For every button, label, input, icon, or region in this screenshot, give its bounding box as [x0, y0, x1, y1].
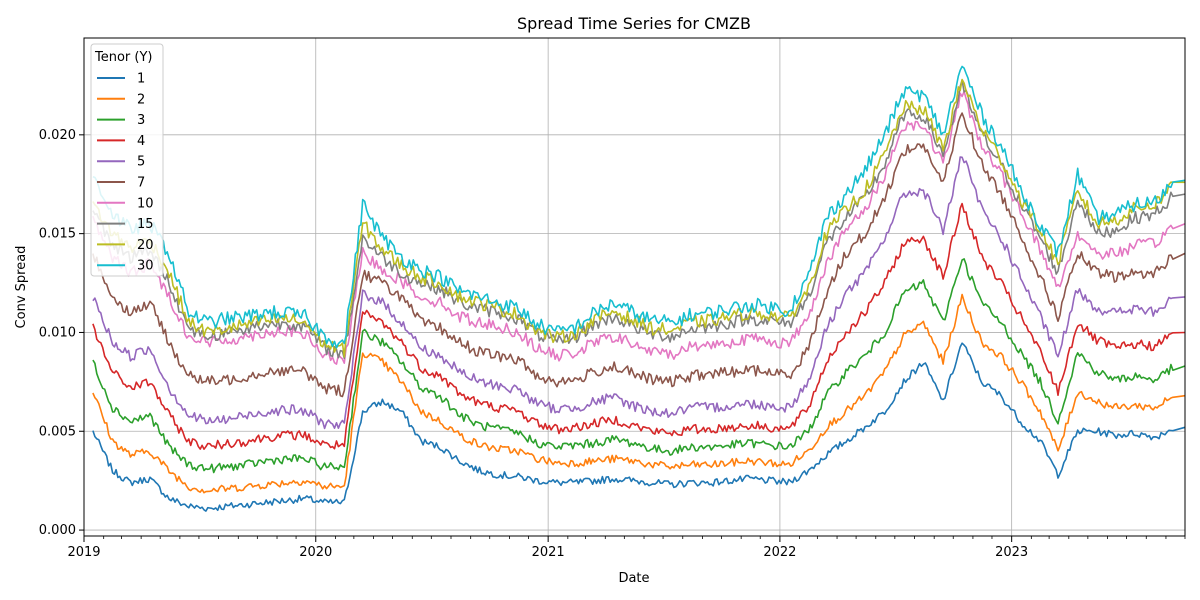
x-tick-label: 2023 — [995, 545, 1028, 560]
legend-label-20: 20 — [137, 238, 154, 253]
legend-label-7: 7 — [137, 176, 145, 191]
legend-label-15: 15 — [137, 217, 154, 232]
legend-box — [90, 43, 164, 277]
y-axis-ticks: 0.000 0.005 0.010 0.015 0.020 — [39, 128, 84, 538]
series-line-7 — [92, 112, 1186, 398]
y-tick-label: 0.015 — [39, 227, 76, 242]
series-line-10 — [92, 90, 1186, 365]
x-tick-label: 2021 — [532, 545, 565, 560]
legend-label-3: 3 — [137, 113, 145, 128]
legend-label-2: 2 — [137, 92, 145, 107]
legend-label-10: 10 — [137, 196, 154, 211]
series-line-3 — [92, 258, 1186, 474]
x-tick-label: 2022 — [763, 545, 796, 560]
series-lines — [92, 65, 1186, 512]
series-line-2 — [92, 293, 1186, 494]
y-tick-label: 0.020 — [39, 128, 76, 143]
plot-frame — [83, 37, 1186, 537]
series-line-4 — [92, 202, 1186, 451]
series-line-1 — [92, 342, 1186, 512]
legend-title: Tenor (Y) — [94, 50, 152, 65]
legend-label-1: 1 — [137, 72, 145, 87]
legend-label-4: 4 — [137, 134, 145, 149]
legend-label-5: 5 — [137, 155, 145, 170]
y-tick-label: 0.010 — [39, 325, 76, 340]
series-line-30 — [92, 65, 1186, 349]
legend: Tenor (Y) 1 2 3 4 5 7 10 15 20 30 — [90, 43, 164, 277]
x-axis-label: Date — [618, 571, 649, 586]
y-tick-label: 0.005 — [39, 424, 76, 439]
x-tick-label: 2019 — [67, 545, 100, 560]
grid — [83, 38, 1185, 536]
chart-title: Spread Time Series for CMZB — [517, 14, 751, 33]
legend-label-30: 30 — [137, 259, 154, 274]
series-line-5 — [92, 156, 1186, 430]
x-axis-ticks: 2019 2020 2021 2022 2023 — [67, 536, 1186, 560]
x-tick-label: 2020 — [299, 545, 332, 560]
y-axis-label: Conv Spread — [14, 246, 29, 329]
y-tick-label: 0.000 — [39, 523, 76, 538]
